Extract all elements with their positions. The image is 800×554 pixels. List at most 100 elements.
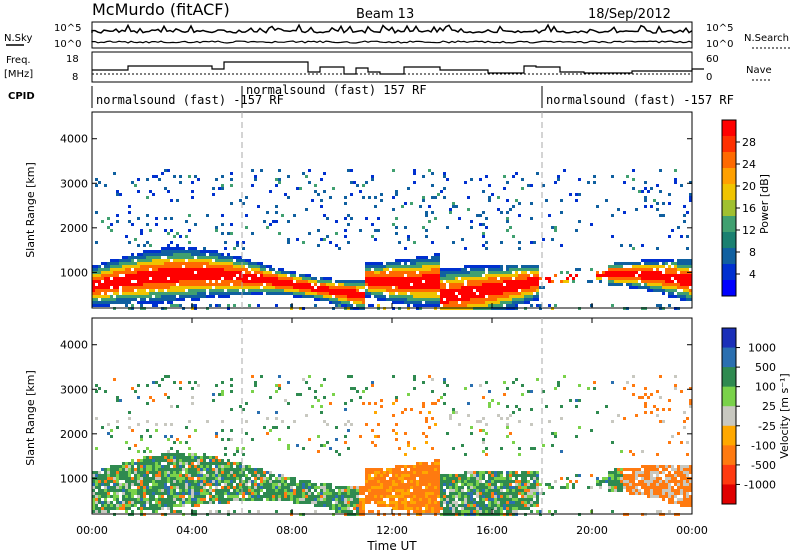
power-cell bbox=[644, 286, 647, 289]
date-label: 18/Sep/2012 bbox=[588, 7, 671, 22]
velocity-cell bbox=[263, 483, 266, 486]
velocity-cell bbox=[167, 504, 170, 507]
power-cell bbox=[446, 304, 449, 307]
power-cell bbox=[215, 268, 218, 271]
velocity-cell bbox=[212, 477, 215, 480]
power-cell bbox=[452, 202, 455, 205]
power-cell bbox=[188, 259, 191, 262]
power-cell bbox=[296, 292, 299, 295]
power-cell bbox=[404, 259, 407, 262]
power-cell bbox=[368, 286, 371, 289]
power-cell bbox=[224, 295, 227, 298]
power-cell bbox=[149, 253, 152, 256]
velocity-cell bbox=[515, 510, 518, 513]
power-cell bbox=[530, 289, 533, 292]
velocity-cell bbox=[236, 462, 239, 465]
velocity-cell bbox=[227, 510, 230, 513]
power-cell bbox=[128, 205, 131, 208]
velocity-cell bbox=[482, 417, 485, 420]
velocity-cell bbox=[461, 474, 464, 477]
power-cell bbox=[659, 304, 662, 307]
velocity-cell bbox=[314, 396, 317, 399]
velocity-cell bbox=[296, 489, 299, 492]
power-cell bbox=[350, 298, 353, 301]
velocity-cell bbox=[272, 474, 275, 477]
velocity-cell bbox=[209, 480, 212, 483]
power-cell bbox=[680, 298, 683, 301]
velocity-cell bbox=[299, 492, 302, 495]
power-cell bbox=[131, 298, 134, 301]
velocity-cell bbox=[455, 495, 458, 498]
power-cell bbox=[503, 274, 506, 277]
power-cell bbox=[668, 271, 671, 274]
velocity-cell bbox=[500, 486, 503, 489]
power-cell bbox=[149, 289, 152, 292]
power-cell bbox=[671, 295, 674, 298]
power-cell bbox=[368, 304, 371, 307]
power-cell bbox=[434, 280, 437, 283]
power-cell bbox=[155, 250, 158, 253]
power-cell bbox=[305, 292, 308, 295]
power-cell bbox=[632, 262, 635, 265]
power-cell bbox=[653, 259, 656, 262]
velocity-cell bbox=[188, 453, 191, 456]
power-cell bbox=[353, 301, 356, 304]
power-cell bbox=[374, 292, 377, 295]
velocity-cell bbox=[476, 486, 479, 489]
velocity-cell bbox=[176, 510, 179, 513]
velocity-cell bbox=[101, 507, 104, 510]
power-cell bbox=[422, 292, 425, 295]
power-cell bbox=[518, 241, 521, 244]
power-cell bbox=[398, 286, 401, 289]
power-cell bbox=[635, 280, 638, 283]
power-cell bbox=[437, 286, 440, 289]
power-cell bbox=[638, 262, 641, 265]
power-cell bbox=[536, 298, 539, 301]
power-cell bbox=[161, 271, 164, 274]
power-cell bbox=[488, 304, 491, 307]
velocity-cell bbox=[98, 507, 101, 510]
velocity-cell bbox=[113, 471, 116, 474]
velocity-cell bbox=[509, 432, 512, 435]
power-cell bbox=[488, 283, 491, 286]
velocity-cell bbox=[155, 483, 158, 486]
velocity-cell bbox=[281, 495, 284, 498]
power-cell bbox=[683, 259, 686, 262]
power-cell bbox=[161, 268, 164, 271]
power-cell bbox=[221, 259, 224, 262]
velocity-cell bbox=[377, 504, 380, 507]
velocity-cell bbox=[230, 408, 233, 411]
power-cell bbox=[494, 304, 497, 307]
velocity-cell bbox=[515, 378, 518, 381]
velocity-cell bbox=[191, 468, 194, 471]
velocity-cell bbox=[131, 429, 134, 432]
power-cell bbox=[383, 295, 386, 298]
power-cell bbox=[323, 172, 326, 175]
velocity-cell bbox=[371, 483, 374, 486]
velocity-cell bbox=[422, 489, 425, 492]
velocity-cell bbox=[272, 489, 275, 492]
velocity-cell bbox=[197, 492, 200, 495]
velocity-cell bbox=[248, 480, 251, 483]
velocity-cell bbox=[416, 474, 419, 477]
power-cell bbox=[422, 175, 425, 178]
power-cell bbox=[167, 262, 170, 265]
power-cell bbox=[473, 274, 476, 277]
velocity-cell bbox=[398, 495, 401, 498]
velocity-cell bbox=[254, 471, 257, 474]
velocity-cell bbox=[488, 480, 491, 483]
power-cell bbox=[146, 214, 149, 217]
velocity-cell bbox=[275, 489, 278, 492]
velocity-cell bbox=[164, 486, 167, 489]
power-cell bbox=[188, 289, 191, 292]
velocity-cell bbox=[116, 492, 119, 495]
velocity-cell bbox=[434, 423, 437, 426]
velocity-cell bbox=[326, 495, 329, 498]
velocity-cell bbox=[122, 501, 125, 504]
power-cell bbox=[413, 289, 416, 292]
power-cell bbox=[152, 304, 155, 307]
power-cell bbox=[452, 298, 455, 301]
power-cell bbox=[509, 226, 512, 229]
power-cell bbox=[401, 298, 404, 301]
power-cell bbox=[395, 283, 398, 286]
